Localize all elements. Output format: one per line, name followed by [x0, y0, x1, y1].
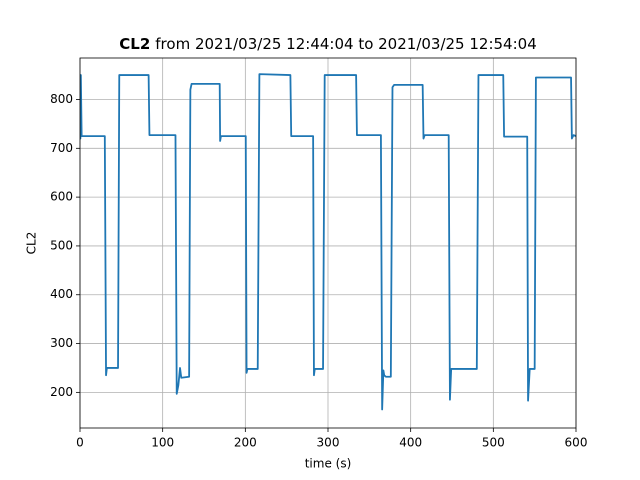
- y-tick-label: 400: [50, 287, 73, 301]
- y-tick-label: 800: [50, 92, 73, 106]
- x-tick-label: 100: [151, 436, 174, 450]
- title-rest: from 2021/03/25 12:44:04 to 2021/03/25 1…: [155, 35, 536, 53]
- x-tick-label: 600: [565, 436, 588, 450]
- x-tick-label: 300: [317, 436, 340, 450]
- title-bold: CL2: [119, 35, 150, 53]
- x-axis-label: time (s): [305, 457, 352, 471]
- x-tick-label: 400: [399, 436, 422, 450]
- y-tick-label: 700: [50, 141, 73, 155]
- y-tick-label: 300: [50, 336, 73, 350]
- chart-title: CL2 from 2021/03/25 12:44:04 to 2021/03/2…: [119, 35, 536, 53]
- x-tick-label: 0: [76, 436, 84, 450]
- y-axis-label: CL2: [25, 232, 39, 255]
- y-tick-label: 200: [50, 385, 73, 399]
- data-line: [80, 73, 576, 411]
- x-tick-label: 500: [482, 436, 505, 450]
- y-tick-label: 500: [50, 238, 73, 252]
- x-tick-label: 200: [234, 436, 257, 450]
- plot-frame: [79, 57, 577, 429]
- y-tick-label: 600: [50, 190, 73, 204]
